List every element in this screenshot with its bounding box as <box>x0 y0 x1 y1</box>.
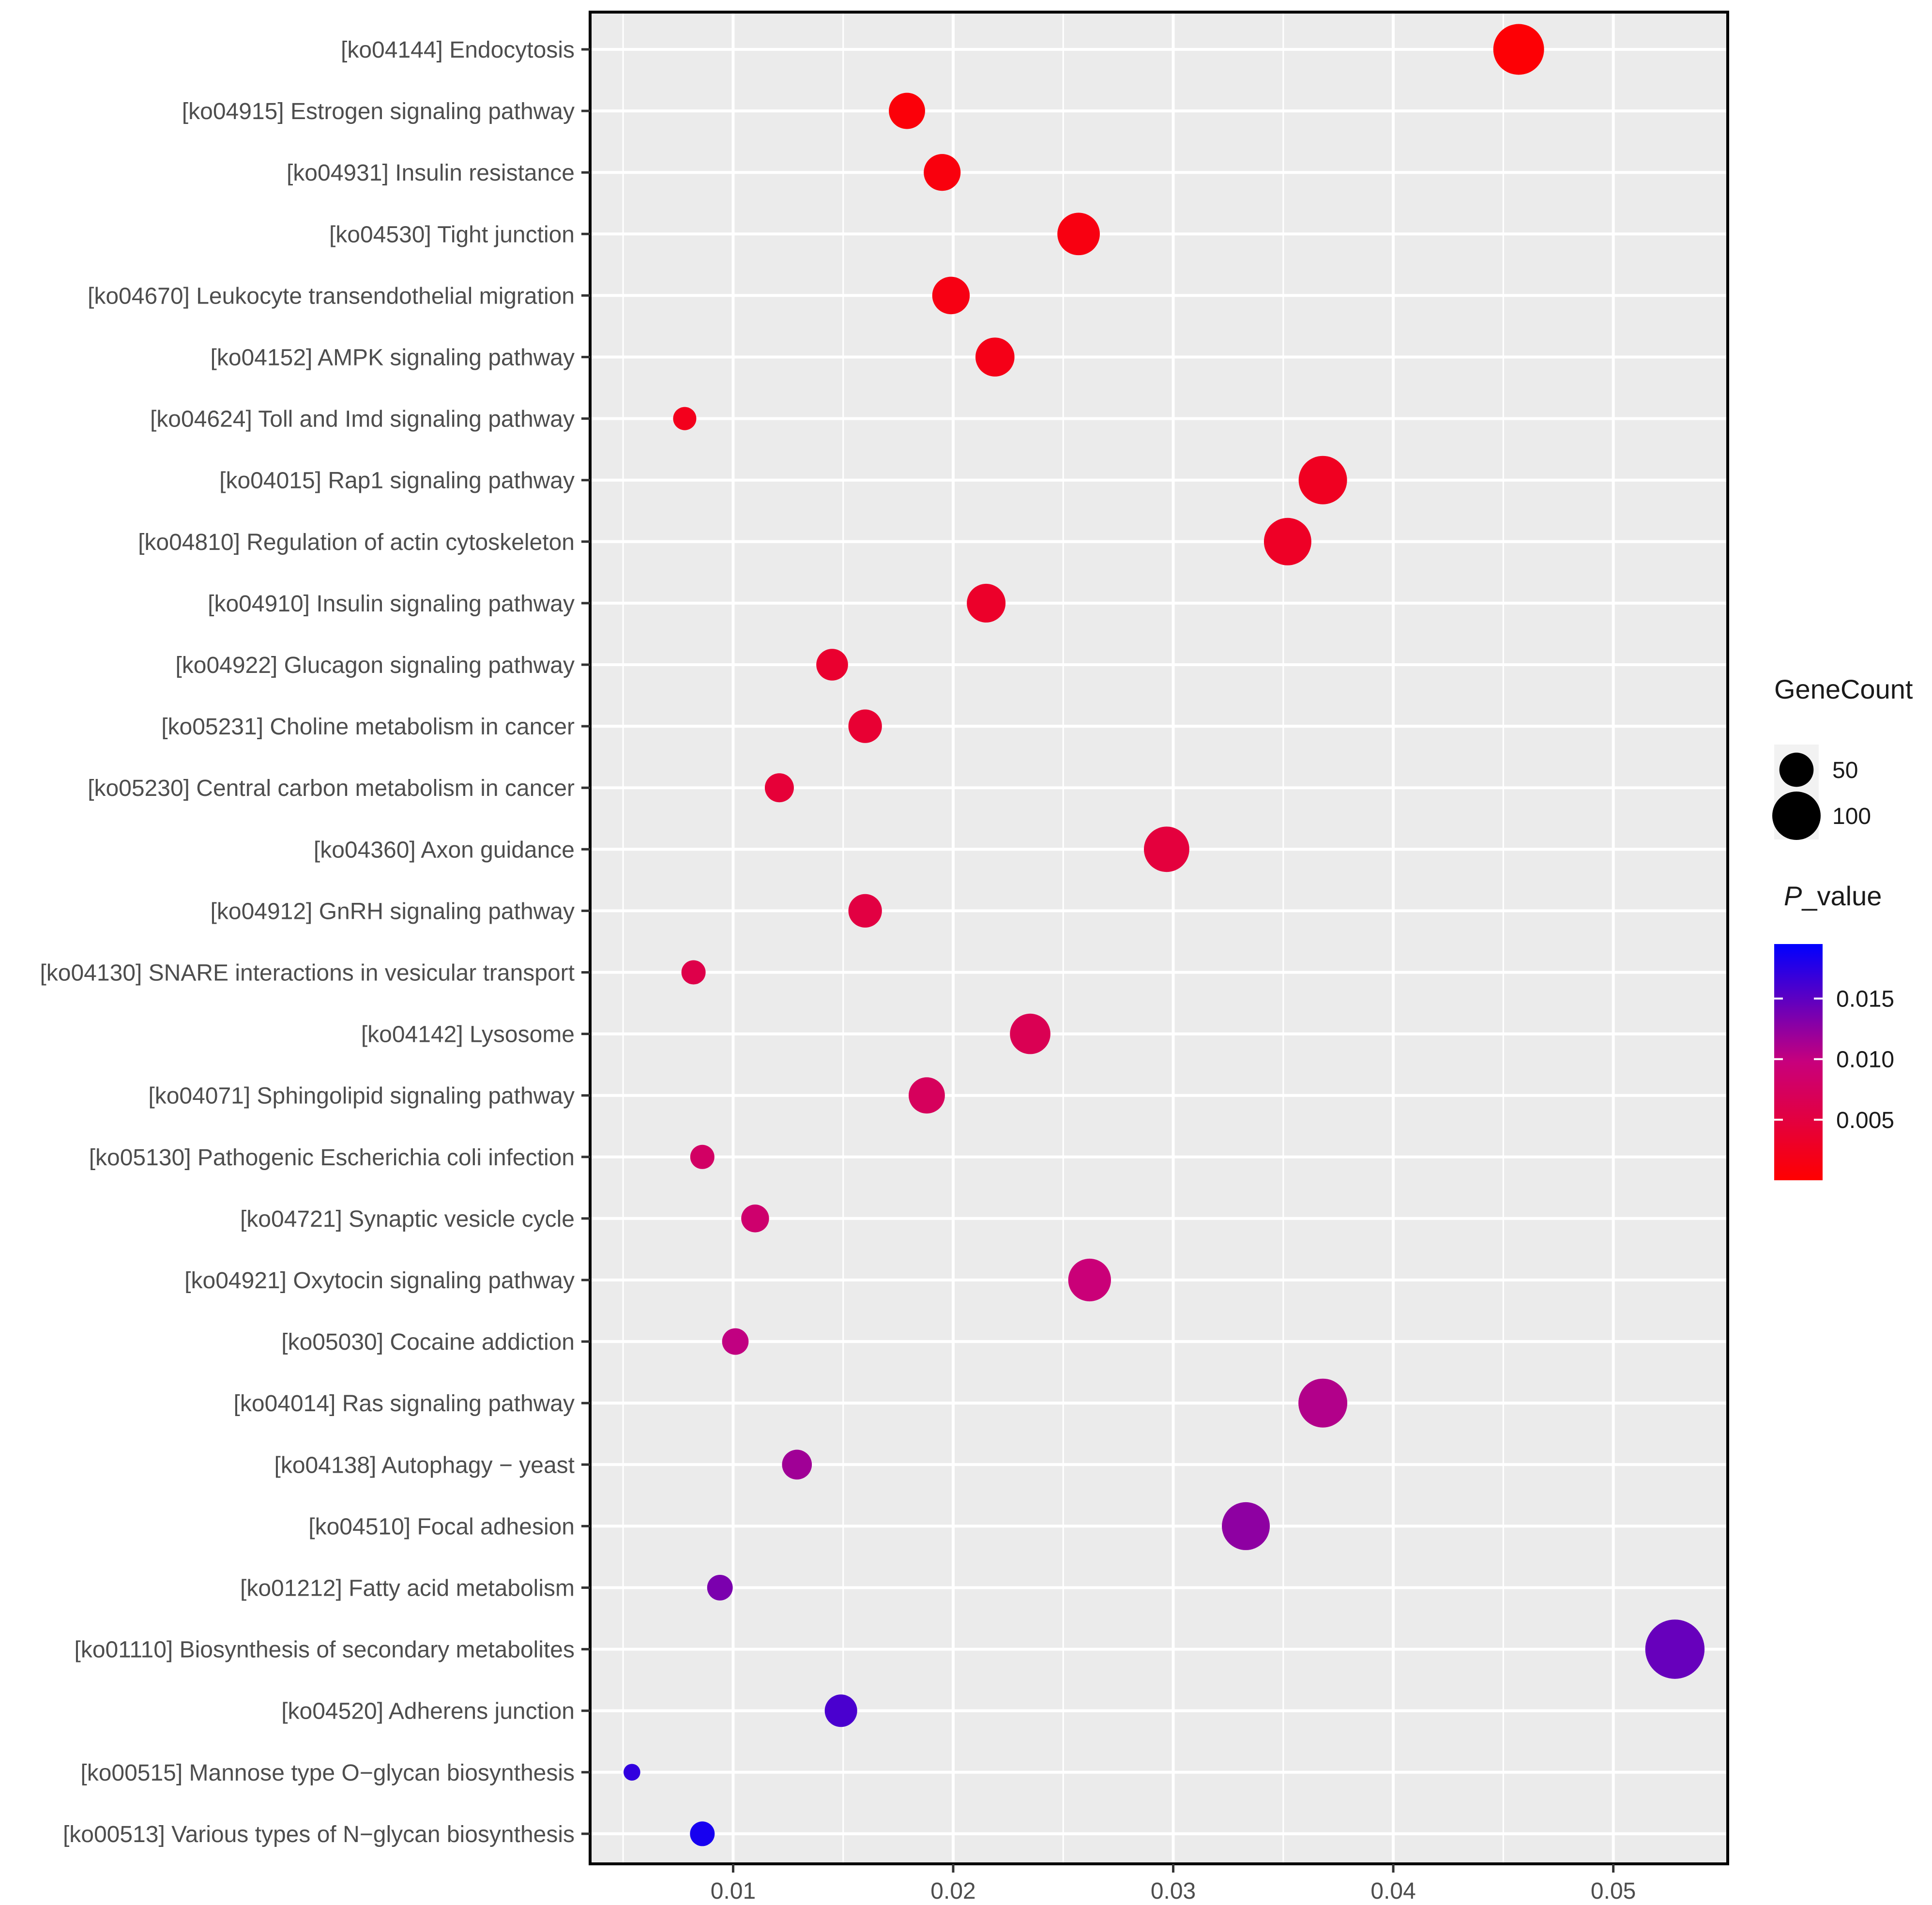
data-point <box>673 407 697 430</box>
data-point <box>1057 213 1100 256</box>
data-point <box>1144 826 1189 872</box>
data-point <box>975 337 1015 377</box>
data-point <box>782 1449 812 1480</box>
y-tick-label: [ko04530] Tight junction <box>329 222 575 247</box>
y-tick-label: [ko04721] Synaptic vesicle cycle <box>240 1206 575 1232</box>
data-point <box>764 773 794 803</box>
color-legend-title-rest: _value <box>1801 881 1882 911</box>
y-tick-label: [ko04670] Leukocyte transendothelial mig… <box>88 283 575 309</box>
data-point <box>1222 1502 1270 1550</box>
size-legend-key <box>1779 752 1814 787</box>
y-tick-label: [ko04144] Endocytosis <box>341 37 575 63</box>
x-tick-label: 0.04 <box>1370 1878 1415 1904</box>
data-point <box>690 1821 715 1846</box>
y-tick-label: [ko05230] Central carbon metabolism in c… <box>88 776 575 801</box>
data-point <box>1298 1378 1348 1428</box>
size-legend-key <box>1772 792 1821 840</box>
y-tick-label: [ko05030] Cocaine addiction <box>281 1329 575 1355</box>
y-tick-label: [ko00513] Various types of N−glycan bios… <box>63 1822 575 1847</box>
data-point <box>816 649 848 681</box>
plot-border <box>589 11 1729 1865</box>
y-tick-label: [ko04912] GnRH signaling pathway <box>211 899 575 924</box>
color-bar <box>1774 944 1823 1180</box>
color-legend-ticks: 0.005 0.010 0.015 <box>1774 987 1894 1133</box>
y-tick-label: [ko05231] Choline metabolism in cancer <box>161 714 575 740</box>
y-tick-label: [ko04071] Sphingolipid signaling pathway <box>148 1083 575 1109</box>
y-tick-label: [ko04510] Focal adhesion <box>308 1514 575 1539</box>
data-point <box>624 1764 640 1781</box>
data-point <box>681 960 706 985</box>
size-legend-label: 50 <box>1832 758 1858 783</box>
data-point <box>1298 456 1347 504</box>
y-tick-label: [ko05130] Pathogenic Escherichia coli in… <box>89 1145 575 1171</box>
y-tick-label: [ko04931] Insulin resistance <box>287 160 575 186</box>
x-tick-label: 0.05 <box>1591 1878 1636 1904</box>
data-point <box>1645 1619 1705 1679</box>
size-legend-label: 100 <box>1832 804 1871 829</box>
legend: GeneCount 50 100 P_value 0.005 0.010 0.015 <box>1772 674 1913 1180</box>
y-tick-label: [ko04520] Adherens junction <box>281 1699 575 1724</box>
grid-lines <box>590 12 1728 1864</box>
y-tick-label: [ko04624] Toll and Imd signaling pathway <box>150 407 575 432</box>
size-legend-keys: 50 100 <box>1772 745 1871 840</box>
y-tick-label: [ko04810] Regulation of actin cytoskelet… <box>138 530 575 555</box>
data-point <box>1010 1013 1050 1054</box>
y-tick-label: [ko04915] Estrogen signaling pathway <box>182 99 575 124</box>
color-legend-tick-label: 0.010 <box>1836 1047 1894 1073</box>
y-tick-label: [ko04015] Rap1 signaling pathway <box>219 468 575 494</box>
data-point <box>1068 1258 1111 1302</box>
y-tick-label: [ko04014] Ras signaling pathway <box>234 1391 575 1417</box>
data-point <box>1493 24 1544 75</box>
data-point <box>722 1328 749 1355</box>
size-legend-title: GeneCount <box>1774 674 1913 704</box>
data-point <box>690 1144 715 1169</box>
data-points <box>624 24 1705 1846</box>
data-point <box>1263 518 1311 565</box>
data-point <box>909 1077 945 1114</box>
color-legend-title-italic: P <box>1784 881 1802 911</box>
y-tick-label: [ko00515] Mannose type O−glycan biosynth… <box>80 1760 575 1786</box>
data-point <box>932 276 970 315</box>
data-point <box>824 1694 857 1727</box>
color-legend-tick-label: 0.015 <box>1836 987 1894 1012</box>
y-tick-label: [ko04360] Axon guidance <box>314 837 575 863</box>
y-tick-label: [ko04152] AMPK signaling pathway <box>211 345 575 371</box>
x-tick-label: 0.02 <box>930 1878 975 1904</box>
y-tick-label: [ko04142] Lysosome <box>361 1022 575 1048</box>
y-tick-label: [ko01212] Fatty acid metabolism <box>240 1576 575 1601</box>
y-tick-label: [ko04138] Autophagy − yeast <box>274 1452 575 1478</box>
data-point <box>741 1204 769 1233</box>
color-legend-tick-label: 0.005 <box>1836 1108 1894 1133</box>
color-legend-title: P_value <box>1784 881 1882 911</box>
y-tick-label: [ko04130] SNARE interactions in vesicula… <box>40 960 575 986</box>
x-tick-label: 0.03 <box>1151 1878 1196 1904</box>
y-tick-label: [ko04922] Glucagon signaling pathway <box>175 653 575 678</box>
data-point <box>707 1575 733 1600</box>
data-point <box>889 92 925 129</box>
y-tick-label: [ko04921] Oxytocin signaling pathway <box>184 1268 575 1294</box>
data-point <box>848 894 882 928</box>
y-tick-label: [ko04910] Insulin signaling pathway <box>208 591 575 617</box>
data-point <box>848 709 882 743</box>
data-point <box>967 583 1006 623</box>
x-tick-label: 0.01 <box>711 1878 756 1904</box>
plot-panel <box>590 12 1728 1864</box>
data-point <box>924 154 961 191</box>
y-tick-label: [ko01110] Biosynthesis of secondary meta… <box>75 1637 575 1663</box>
axes: 0.01 0.02 0.03 0.04 0.05 [ko04144] Endocytosi… <box>40 37 1636 1904</box>
